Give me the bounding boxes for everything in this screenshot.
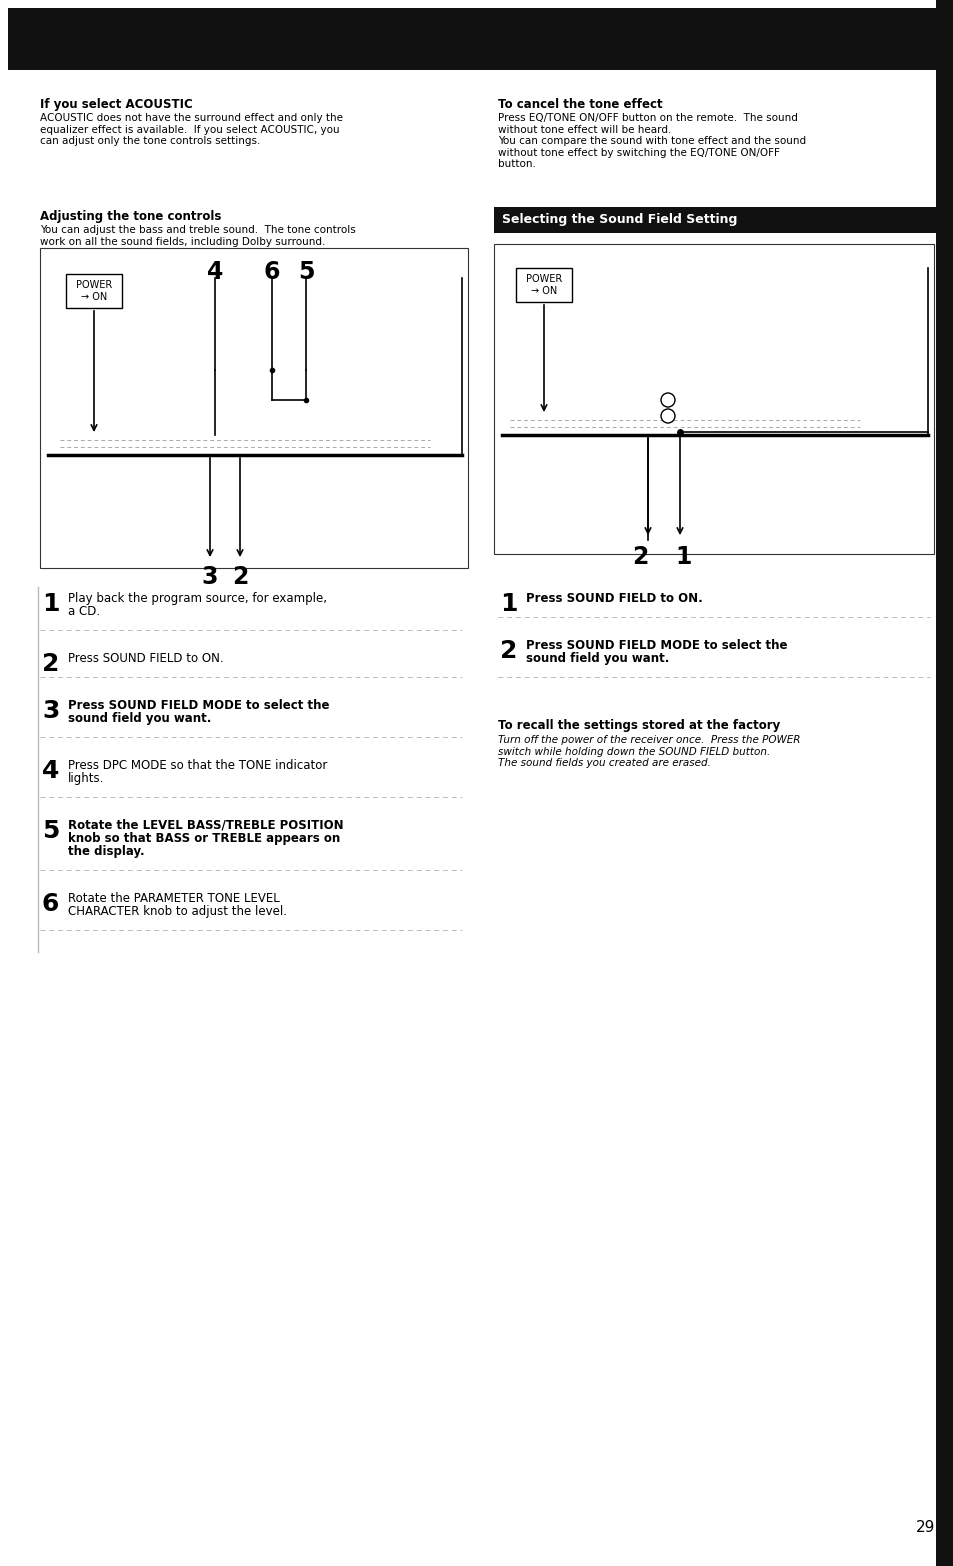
Circle shape — [660, 409, 675, 423]
Text: Turn off the power of the receiver once.  Press the POWER
switch while holding d: Turn off the power of the receiver once.… — [497, 734, 800, 769]
Text: Adjusting the tone controls: Adjusting the tone controls — [40, 210, 221, 222]
Text: 5: 5 — [297, 260, 314, 283]
Text: 3: 3 — [42, 698, 59, 723]
Text: 4: 4 — [207, 260, 223, 283]
Text: Rotate the PARAMETER TONE LEVEL: Rotate the PARAMETER TONE LEVEL — [68, 893, 279, 905]
Text: 2: 2 — [42, 651, 59, 677]
Text: sound field you want.: sound field you want. — [525, 651, 669, 666]
Text: If you select ACOUSTIC: If you select ACOUSTIC — [40, 99, 193, 111]
Text: lights.: lights. — [68, 772, 104, 785]
Text: 6: 6 — [263, 260, 280, 283]
Text: Press SOUND FIELD to ON.: Press SOUND FIELD to ON. — [525, 592, 702, 604]
Bar — [494, 244, 933, 554]
Bar — [40, 247, 468, 568]
Text: ACOUSTIC does not have the surround effect and only the
equalizer effect is avai: ACOUSTIC does not have the surround effe… — [40, 113, 343, 146]
Text: POWER
→ ON: POWER → ON — [76, 280, 112, 302]
Text: You can adjust the bass and treble sound.  The tone controls
work on all the sou: You can adjust the bass and treble sound… — [40, 226, 355, 246]
Text: Play back the program source, for example,: Play back the program source, for exampl… — [68, 592, 327, 604]
Text: 2: 2 — [631, 545, 647, 568]
Text: 2: 2 — [232, 565, 248, 589]
Text: 3: 3 — [201, 565, 218, 589]
Text: Press SOUND FIELD MODE to select the: Press SOUND FIELD MODE to select the — [68, 698, 329, 713]
Text: 1: 1 — [42, 592, 59, 615]
Text: 5: 5 — [42, 819, 59, 843]
Circle shape — [660, 393, 675, 407]
Text: CHARACTER knob to adjust the level.: CHARACTER knob to adjust the level. — [68, 905, 287, 918]
Text: To cancel the tone effect: To cancel the tone effect — [497, 99, 662, 111]
Text: Rotate the LEVEL BASS/TREBLE POSITION: Rotate the LEVEL BASS/TREBLE POSITION — [68, 819, 343, 832]
Bar — [66, 274, 122, 309]
Text: 4: 4 — [42, 760, 59, 783]
Text: 1: 1 — [675, 545, 692, 568]
Text: Press SOUND FIELD MODE to select the: Press SOUND FIELD MODE to select the — [525, 639, 786, 651]
Text: Press EQ/TONE ON/OFF button on the remote.  The sound
without tone effect will b: Press EQ/TONE ON/OFF button on the remot… — [497, 113, 805, 169]
Bar — [935, 0, 953, 1566]
Text: Press DPC MODE so that the TONE indicator: Press DPC MODE so that the TONE indicato… — [68, 760, 327, 772]
Text: POWER
→ ON: POWER → ON — [525, 274, 561, 296]
Text: 29: 29 — [915, 1521, 934, 1535]
Text: 6: 6 — [42, 893, 59, 916]
Text: knob so that BASS or TREBLE appears on: knob so that BASS or TREBLE appears on — [68, 832, 340, 846]
Text: Press SOUND FIELD to ON.: Press SOUND FIELD to ON. — [68, 651, 223, 666]
Text: the display.: the display. — [68, 846, 145, 858]
Bar — [8, 8, 935, 70]
Text: sound field you want.: sound field you want. — [68, 713, 212, 725]
Text: Selecting the Sound Field Setting: Selecting the Sound Field Setting — [501, 213, 737, 227]
Bar — [516, 268, 572, 302]
Text: 2: 2 — [499, 639, 517, 662]
Bar — [494, 207, 935, 233]
Text: a CD.: a CD. — [68, 604, 100, 619]
Text: 1: 1 — [499, 592, 517, 615]
Text: To recall the settings stored at the factory: To recall the settings stored at the fac… — [497, 719, 780, 731]
